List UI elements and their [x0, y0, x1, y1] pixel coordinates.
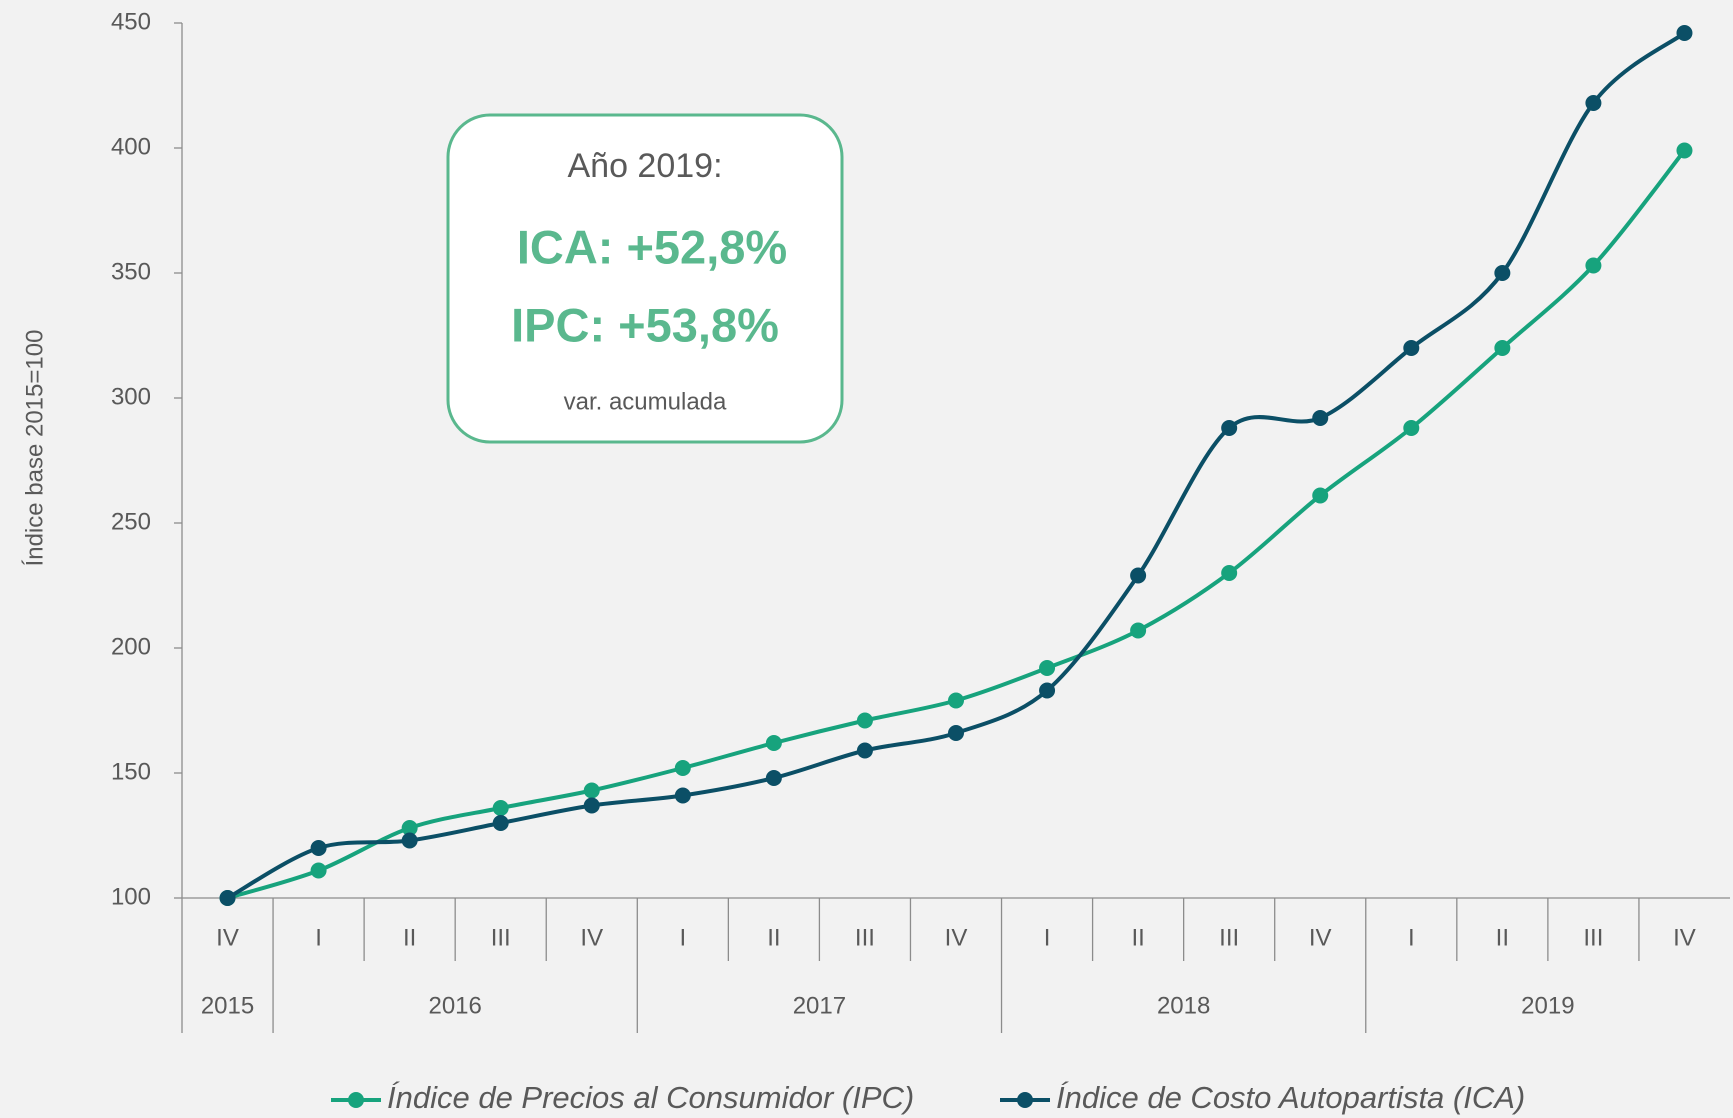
data-point	[1130, 622, 1147, 639]
data-point	[492, 815, 509, 831]
data-point	[1676, 142, 1693, 159]
annotation-line: ICA: +52,8%	[517, 220, 787, 273]
y-tick-label: 100	[111, 883, 151, 910]
x-group-label: 2018	[1157, 992, 1210, 1019]
data-point	[1494, 340, 1511, 356]
x-tick-label: I	[1044, 924, 1051, 951]
annotation-box	[446, 113, 844, 444]
data-point	[1039, 682, 1056, 699]
data-point	[1312, 410, 1329, 426]
data-point	[765, 735, 782, 751]
data-point	[492, 800, 509, 816]
data-point	[1312, 487, 1329, 504]
annotation-line: IPC: +53,8%	[511, 298, 779, 351]
x-tick-label: III	[1219, 924, 1239, 951]
data-point	[1130, 567, 1147, 584]
y-tick-label: 400	[111, 133, 151, 160]
x-tick-label: I	[679, 924, 686, 951]
series-line	[226, 149, 1687, 900]
data-point	[401, 832, 418, 849]
x-tick-label: IV	[1673, 924, 1696, 951]
x-tick-label: III	[855, 924, 875, 951]
data-point	[674, 760, 691, 776]
data-point	[1221, 420, 1238, 436]
data-point	[1585, 257, 1602, 274]
x-tick-label: IV	[580, 924, 603, 951]
x-group-label: 2016	[428, 992, 481, 1019]
x-tick-label: II	[1131, 924, 1144, 951]
legend-label: Índice de Precios al Consumidor (IPC)	[387, 1080, 914, 1115]
y-tick-label: 200	[111, 633, 151, 660]
x-tick-label: II	[403, 924, 416, 951]
x-tick-label: III	[491, 924, 511, 951]
data-point	[1221, 565, 1238, 581]
x-tick-label: IV	[1309, 924, 1332, 951]
data-point	[310, 862, 327, 879]
annotation-note: var. acumulada	[564, 388, 727, 415]
data-point	[310, 840, 327, 856]
x-tick-label: III	[1583, 924, 1603, 951]
data-point	[856, 712, 873, 729]
data-point	[1676, 25, 1693, 41]
data-point	[1494, 265, 1511, 281]
x-tick-label: II	[767, 924, 780, 951]
x-group-label: 2015	[201, 992, 254, 1019]
y-tick-label: 350	[111, 258, 151, 285]
data-point	[1585, 95, 1602, 111]
x-tick-label: IV	[945, 924, 968, 951]
y-tick-label: 150	[111, 758, 151, 785]
y-axis-label: Índice base 2015=100	[21, 330, 48, 567]
x-group-label: 2019	[1521, 992, 1574, 1019]
data-point	[583, 797, 600, 814]
legend-marker	[1017, 1092, 1033, 1108]
data-point	[219, 890, 236, 906]
data-point	[1403, 420, 1420, 436]
x-tick-label: IV	[216, 924, 239, 951]
data-point	[401, 820, 418, 836]
series-line	[226, 31, 1686, 900]
data-point	[1039, 660, 1056, 676]
data-point	[674, 787, 691, 804]
legend-label: Índice de Costo Autopartista (ICA)	[1056, 1080, 1525, 1115]
x-tick-label: I	[1408, 924, 1415, 951]
x-group-label: 2017	[793, 992, 846, 1019]
y-tick-label: 300	[111, 383, 151, 410]
data-point	[948, 725, 964, 741]
data-point	[1403, 340, 1420, 356]
y-tick-label: 450	[111, 8, 151, 35]
data-point	[583, 782, 600, 799]
data-point	[765, 770, 782, 786]
legend-marker	[348, 1092, 364, 1108]
data-point	[948, 692, 964, 709]
data-point	[856, 742, 873, 759]
annotation-title: Año 2019:	[567, 147, 722, 185]
x-tick-label: II	[1496, 924, 1509, 951]
x-tick-label: I	[315, 924, 322, 951]
y-tick-label: 250	[111, 508, 151, 535]
